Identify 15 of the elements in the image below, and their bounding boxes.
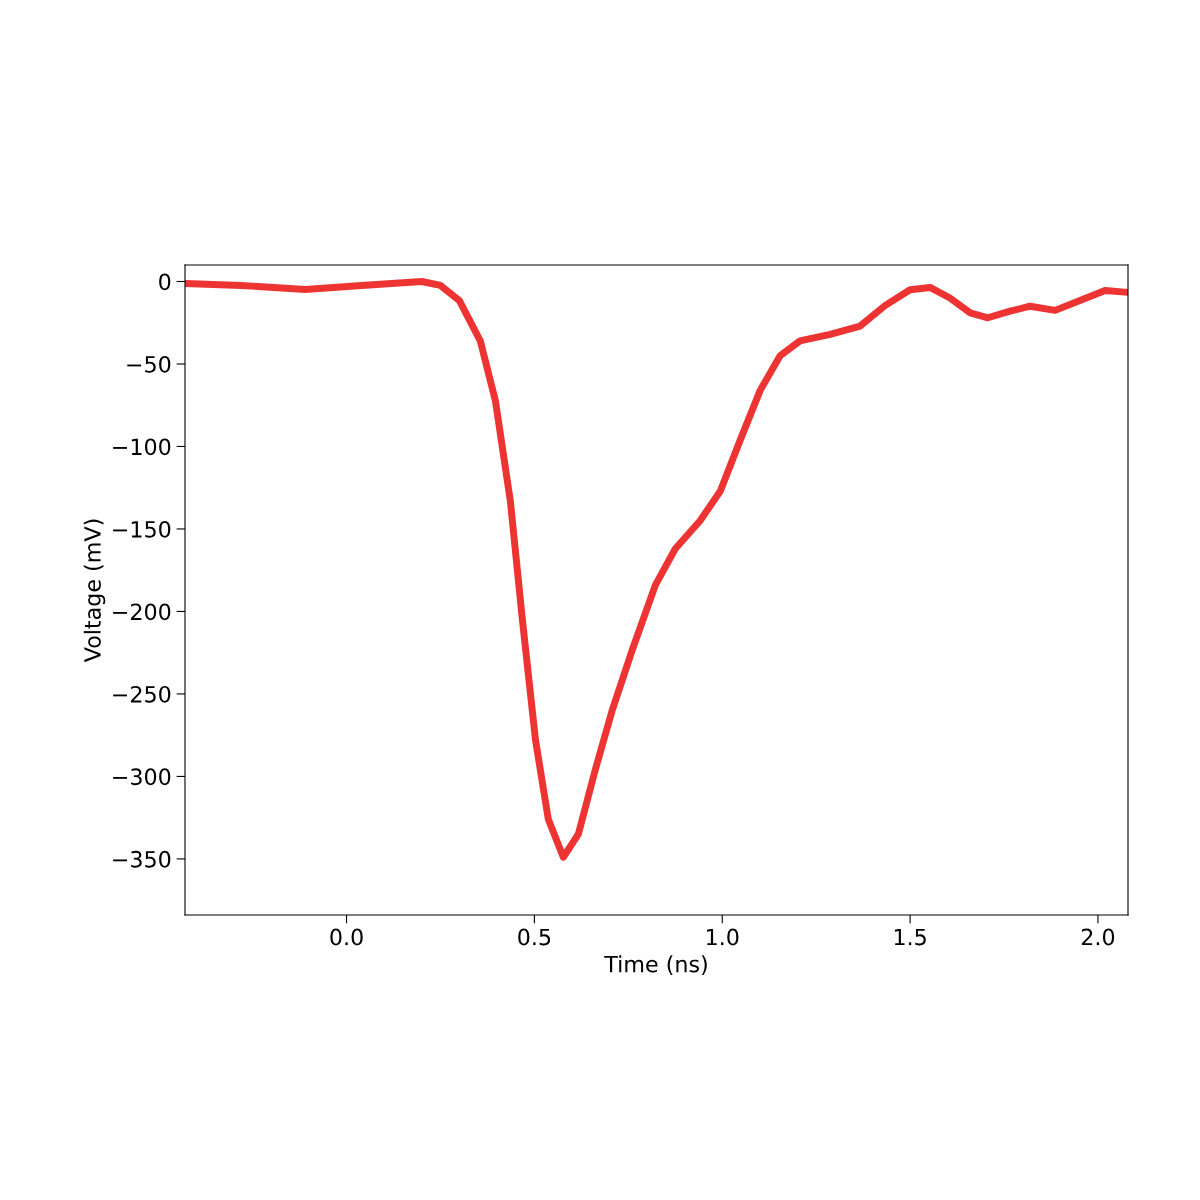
x-tick-label: 0.0	[330, 928, 363, 946]
x-tick-label: 0.5	[518, 928, 551, 946]
y-tick-label: −50	[127, 355, 171, 373]
y-axis-title: Voltage (mV)	[83, 519, 106, 663]
y-tick-label: −150	[113, 520, 171, 538]
x-tick-label: 1.5	[894, 928, 926, 946]
y-tick-label: −350	[113, 850, 171, 868]
y-tick-label: −100	[113, 438, 171, 456]
x-axis-title: Time (ns)	[604, 955, 707, 976]
y-tick-label: 0	[159, 273, 171, 291]
y-tick-label: −250	[113, 685, 171, 703]
x-tick-label: 2.0	[1081, 928, 1115, 946]
y-tick-label: −200	[113, 603, 171, 621]
y-tick-label: −300	[113, 768, 171, 786]
x-tick-label: 1.0	[707, 928, 739, 946]
